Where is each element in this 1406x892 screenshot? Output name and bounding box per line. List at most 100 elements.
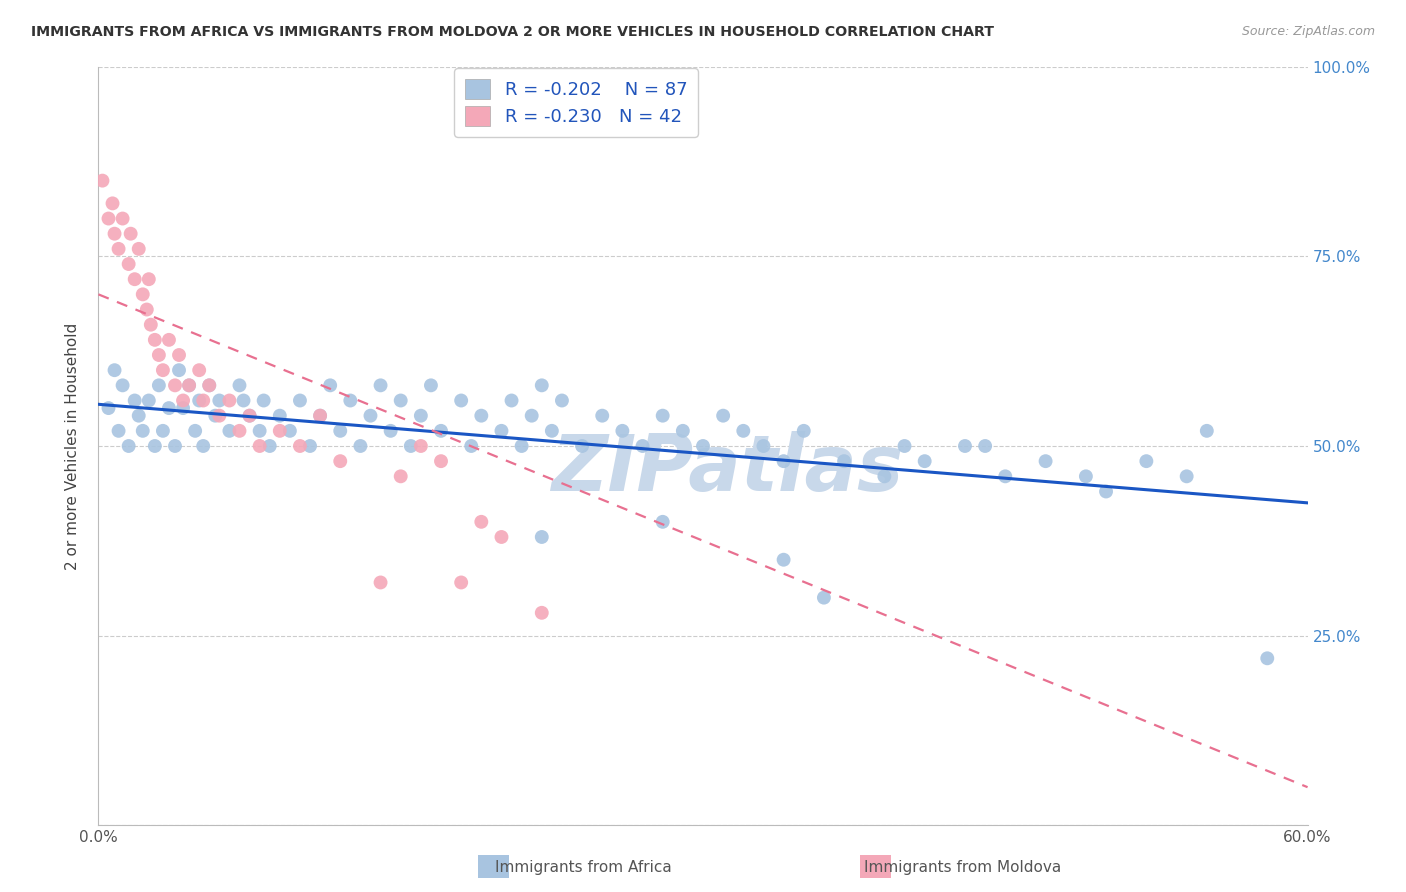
Text: Immigrants from Moldova: Immigrants from Moldova (865, 860, 1062, 874)
Point (460, 439, 482, 453)
Point (101, 196, 124, 211)
Point (530, 530, 553, 544)
Point (167, 348, 190, 362)
Point (157, 401, 180, 416)
Y-axis label: 2 or more Vehicles in Household: 2 or more Vehicles in Household (65, 322, 80, 570)
Point (1195, 424, 1218, 438)
Point (118, 257, 141, 271)
Point (111, 378, 134, 392)
Point (107, 424, 129, 438)
Point (793, 424, 815, 438)
Point (914, 454, 936, 468)
Point (591, 409, 613, 423)
Point (491, 424, 513, 438)
Point (288, 439, 311, 453)
Point (239, 409, 262, 423)
Point (128, 409, 150, 423)
Point (1135, 454, 1157, 468)
Point (148, 378, 170, 392)
Point (540, 424, 562, 438)
Legend: R = -0.202    N = 87, R = -0.230   N = 42: R = -0.202 N = 87, R = -0.230 N = 42 (454, 69, 697, 137)
Point (470, 515, 492, 529)
Point (138, 272, 160, 286)
Point (208, 409, 231, 423)
Point (813, 591, 835, 605)
Point (91, 173, 114, 188)
Point (994, 469, 1017, 483)
Point (124, 393, 146, 408)
Point (97, 401, 120, 416)
Point (733, 424, 755, 438)
Point (188, 363, 211, 377)
Point (520, 409, 543, 423)
Point (239, 409, 262, 423)
Point (269, 424, 291, 438)
Point (132, 287, 155, 301)
Point (152, 424, 174, 438)
Point (974, 439, 997, 453)
Point (430, 454, 453, 468)
Point (832, 454, 855, 468)
Point (1256, 651, 1278, 665)
Point (470, 409, 492, 423)
Point (672, 424, 695, 438)
Point (873, 469, 896, 483)
Point (329, 424, 352, 438)
Point (1074, 469, 1097, 483)
Point (118, 439, 141, 453)
Point (172, 401, 194, 416)
Point (651, 515, 673, 529)
Point (253, 393, 276, 408)
Point (631, 439, 654, 453)
Point (179, 378, 201, 392)
Point (172, 393, 194, 408)
Point (228, 378, 250, 392)
Point (208, 393, 231, 408)
Point (339, 393, 361, 408)
Point (370, 378, 392, 392)
Point (157, 333, 180, 347)
Text: IMMIGRANTS FROM AFRICA VS IMMIGRANTS FROM MOLDOVA 2 OR MORE VEHICLES IN HOUSEHOL: IMMIGRANTS FROM AFRICA VS IMMIGRANTS FRO… (31, 25, 994, 39)
Point (501, 393, 523, 408)
Point (409, 439, 432, 453)
Point (299, 439, 322, 453)
Point (450, 393, 472, 408)
Point (1035, 454, 1057, 468)
Point (128, 242, 150, 256)
Point (319, 378, 342, 392)
Text: ZIPatlas: ZIPatlas (551, 431, 903, 507)
Point (228, 424, 250, 438)
Point (651, 409, 673, 423)
Point (510, 439, 533, 453)
Point (269, 409, 291, 423)
Point (1175, 469, 1198, 483)
Point (772, 454, 794, 468)
Point (389, 393, 412, 408)
Point (188, 393, 211, 408)
Point (551, 393, 574, 408)
Point (193, 393, 215, 408)
Point (135, 302, 157, 317)
Point (612, 424, 634, 438)
Point (389, 469, 412, 483)
Point (204, 409, 226, 423)
Point (1095, 484, 1118, 499)
Point (107, 242, 129, 256)
Point (249, 439, 271, 453)
Point (380, 424, 402, 438)
Point (132, 424, 155, 438)
Point (232, 393, 254, 408)
Point (138, 393, 160, 408)
Point (124, 272, 146, 286)
Point (430, 424, 453, 438)
Point (409, 409, 432, 423)
Point (752, 439, 775, 453)
Text: Source: ZipAtlas.com: Source: ZipAtlas.com (1241, 25, 1375, 38)
Point (198, 378, 221, 392)
Point (278, 424, 301, 438)
Point (193, 439, 215, 453)
Point (139, 318, 162, 332)
Point (491, 530, 513, 544)
Point (198, 378, 221, 392)
Point (152, 363, 174, 377)
